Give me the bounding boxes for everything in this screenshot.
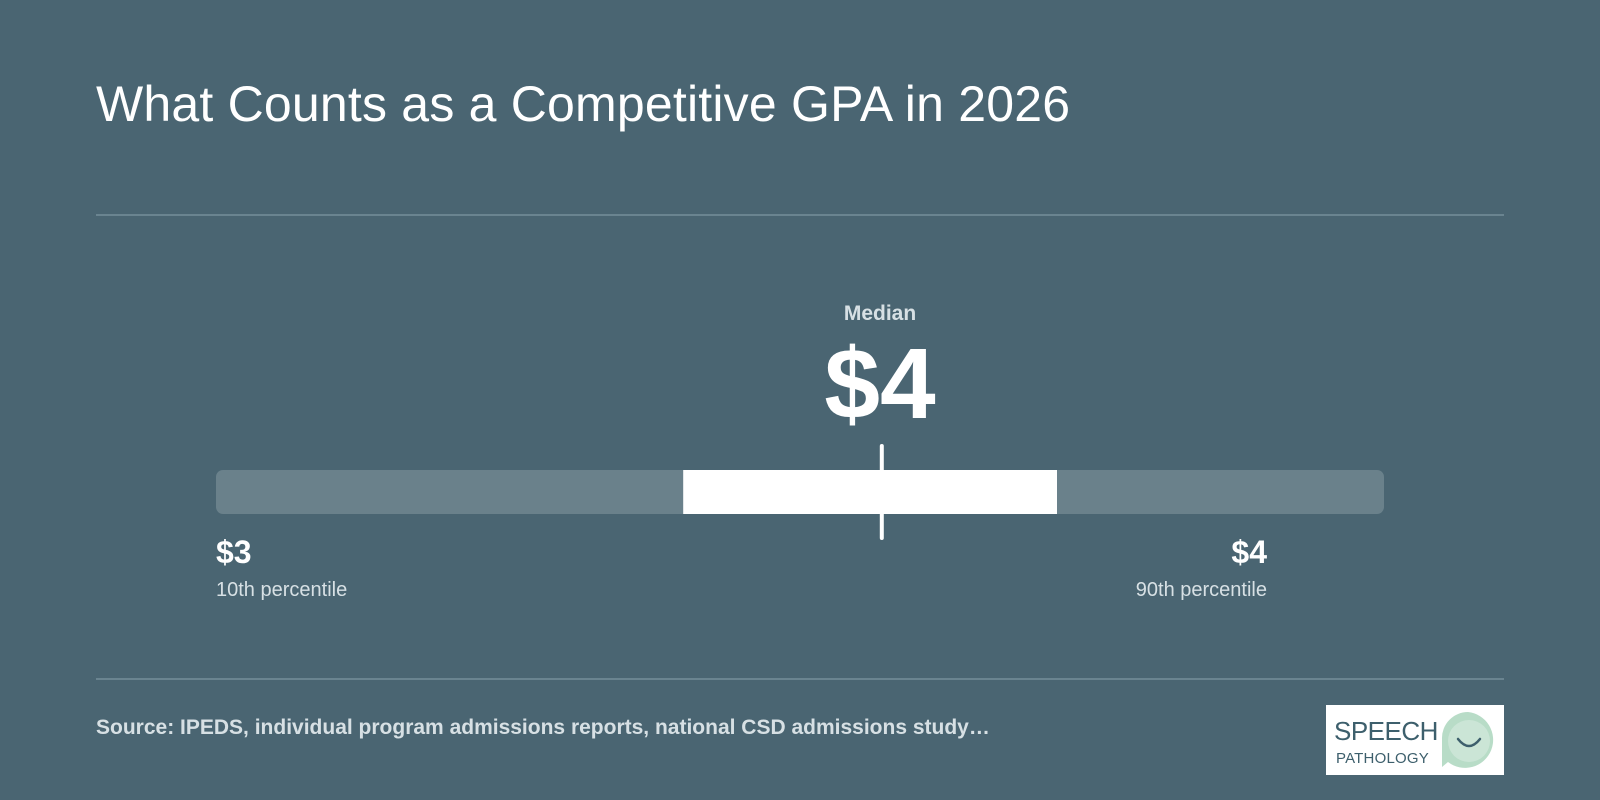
brand-logo[interactable]: SPEECH PATHOLOGY [1326, 705, 1504, 775]
logo-word-speech: SPEECH [1334, 716, 1438, 746]
high-value: $4 [1231, 534, 1267, 570]
source-note: Source: IPEDS, individual program admiss… [96, 716, 990, 739]
middle-range-band [683, 470, 1057, 514]
chart-title: What Counts as a Competitive GPA in 2026 [96, 76, 1071, 132]
high-caption: 90th percentile [1135, 579, 1267, 601]
speech-bubble-icon [1441, 712, 1494, 768]
bottom-divider [96, 678, 1504, 680]
top-divider [96, 214, 1504, 216]
low-value: $3 [216, 534, 252, 570]
low-caption: 10th percentile [216, 579, 348, 601]
median-label: Median [843, 302, 917, 325]
logo-word-pathology: PATHOLOGY [1336, 750, 1429, 767]
median-value: $4 [824, 328, 936, 440]
median-marker [879, 444, 884, 540]
